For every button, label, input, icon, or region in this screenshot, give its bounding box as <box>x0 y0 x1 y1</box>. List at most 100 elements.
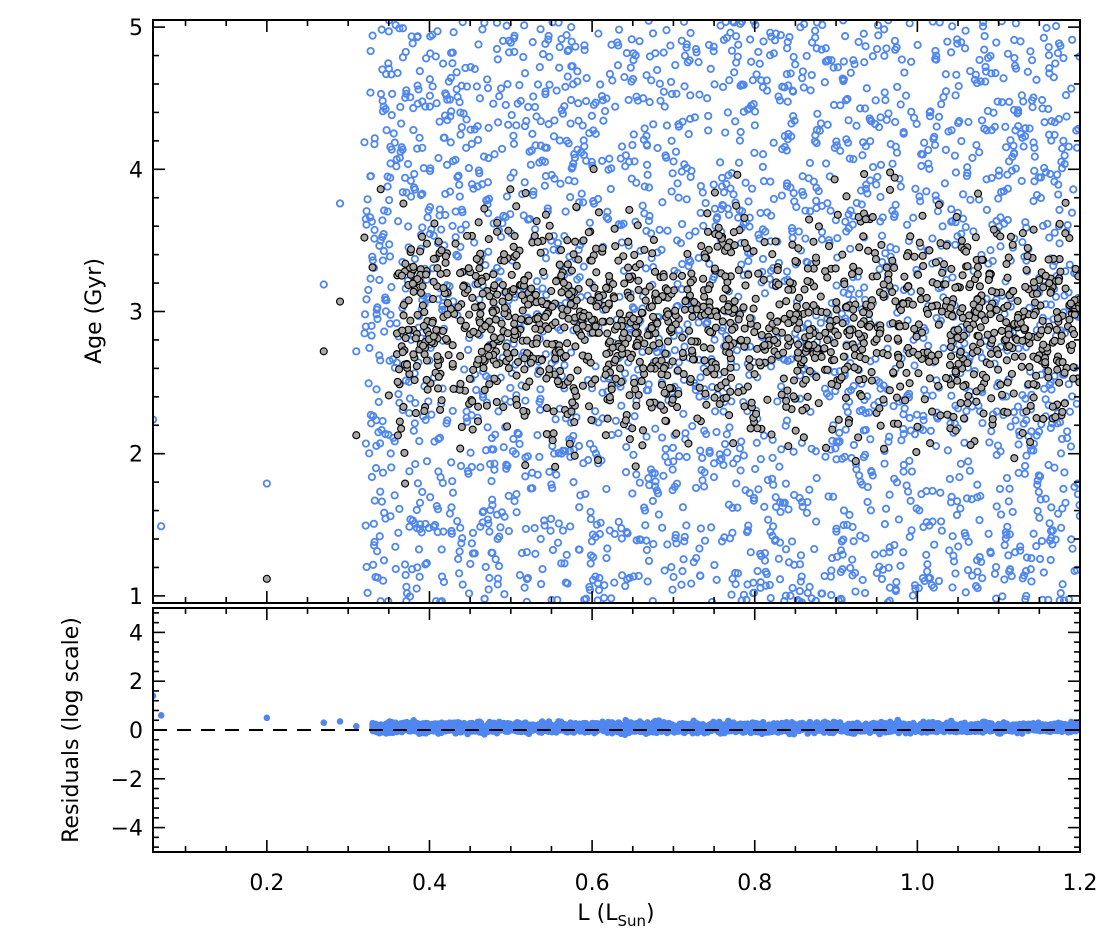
age-open-point <box>1005 97 1014 107</box>
age-open-point <box>622 49 631 58</box>
age-filled-point <box>532 339 541 348</box>
age-open-point <box>712 575 721 584</box>
age-filled-point <box>1074 272 1080 281</box>
age-filled-point <box>821 443 831 452</box>
age-filled-point <box>771 237 780 246</box>
age-open-point <box>553 238 563 248</box>
age-open-point <box>1041 168 1051 177</box>
age-filled-point <box>962 247 971 256</box>
age-open-point <box>563 46 572 56</box>
age-open-point <box>1026 446 1036 455</box>
age-open-point <box>566 522 575 531</box>
age-open-point <box>413 99 422 108</box>
age-open-point <box>376 89 386 99</box>
age-open-point <box>894 515 903 524</box>
age-open-point <box>483 75 492 84</box>
age-open-point <box>655 225 664 234</box>
age-open-point <box>1070 482 1079 491</box>
age-open-point <box>722 179 731 189</box>
age-filled-point <box>1029 393 1038 402</box>
age-filled-point <box>1002 356 1011 365</box>
age-filled-point <box>429 277 438 286</box>
age-open-point <box>535 452 544 462</box>
age-filled-point <box>625 435 634 444</box>
age-open-point <box>748 184 757 193</box>
age-filled-point <box>985 360 995 369</box>
age-filled-point <box>988 415 997 424</box>
age-filled-point <box>584 402 594 411</box>
age-open-point <box>603 207 612 216</box>
age-open-point <box>868 162 878 172</box>
age-filled-point <box>643 331 652 340</box>
age-open-point <box>384 195 394 205</box>
age-filled-point <box>417 232 427 241</box>
age-filled-point <box>532 217 541 226</box>
age-open-point <box>1030 152 1039 161</box>
age-open-point <box>837 537 846 546</box>
age-open-point <box>478 180 487 189</box>
age-filled-point <box>413 310 422 319</box>
age-filled-point <box>910 324 919 333</box>
age-open-point <box>672 89 681 98</box>
age-filled-point <box>421 270 431 279</box>
age-filled-point <box>570 451 579 460</box>
age-open-point <box>827 590 836 600</box>
age-open-point <box>625 157 634 166</box>
age-open-point <box>515 81 524 90</box>
age-open-point <box>947 205 956 214</box>
age-open-point <box>362 295 371 304</box>
age-filled-point <box>703 209 712 218</box>
age-filled-point <box>754 269 763 278</box>
age-open-point <box>671 147 681 156</box>
age-open-point <box>845 154 854 163</box>
age-filled-point <box>1061 284 1070 293</box>
age-filled-point <box>451 239 460 248</box>
age-filled-point <box>783 386 792 395</box>
age-filled-point <box>684 326 694 335</box>
age-open-point <box>790 197 799 206</box>
age-filled-point <box>879 290 888 299</box>
age-open-point <box>1074 124 1080 133</box>
age-filled-point <box>733 170 742 179</box>
age-open-point <box>829 63 838 72</box>
age-open-point <box>1018 574 1027 583</box>
age-open-point <box>1029 138 1038 147</box>
age-open-point <box>456 523 465 532</box>
age-filled-point <box>461 321 470 330</box>
age-open-point <box>775 575 785 584</box>
age-filled-point <box>624 272 634 281</box>
age-open-point <box>613 61 623 70</box>
age-open-point <box>663 458 673 467</box>
age-open-point <box>899 429 908 439</box>
age-filled-point <box>352 431 361 440</box>
age-open-point <box>476 463 485 472</box>
age-open-point <box>925 108 934 117</box>
age-open-point <box>472 385 481 395</box>
age-open-point <box>849 381 858 391</box>
age-open-point <box>509 434 518 444</box>
age-filled-point <box>577 331 586 340</box>
age-filled-point <box>433 384 443 393</box>
age-open-point <box>1035 513 1044 522</box>
age-open-point <box>924 145 933 155</box>
age-open-point <box>710 560 719 570</box>
age-open-point <box>850 568 860 578</box>
age-open-point <box>951 91 960 100</box>
age-filled-point <box>715 399 724 409</box>
age-open-point <box>1010 35 1019 45</box>
age-open-point <box>1067 535 1076 544</box>
age-filled-point <box>779 374 788 383</box>
age-open-point <box>1045 233 1054 242</box>
age-open-point <box>756 208 765 218</box>
age-open-point <box>700 536 710 545</box>
age-open-point <box>405 394 415 403</box>
age-open-point <box>865 408 874 417</box>
age-open-point <box>415 67 424 76</box>
age-open-point <box>427 410 436 419</box>
age-filled-point <box>979 409 988 418</box>
age-open-point <box>936 488 945 497</box>
age-filled-point <box>1051 412 1060 422</box>
age-filled-point <box>963 399 972 408</box>
age-open-point <box>982 126 991 135</box>
age-open-point <box>1047 533 1056 542</box>
